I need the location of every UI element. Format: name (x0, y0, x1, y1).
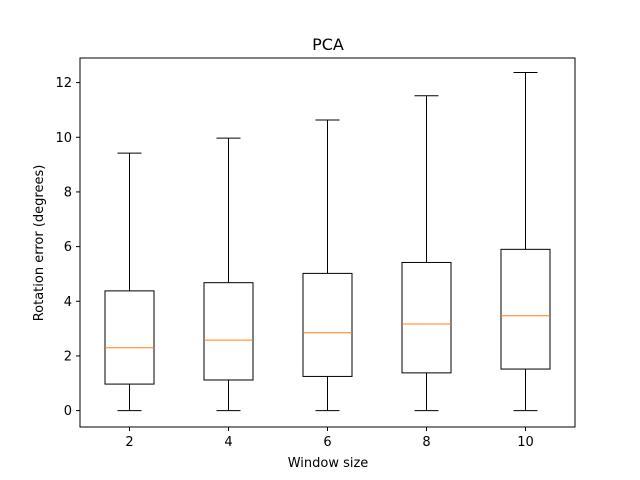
x-axis-label: Window size (288, 456, 369, 471)
x-tick-label-4: 4 (224, 435, 232, 450)
box-window-6-body (302, 272, 353, 377)
y-tick-label-10: 10 (55, 131, 72, 146)
x-tick-label-8: 8 (422, 435, 430, 450)
y-tick-label-0: 0 (64, 404, 72, 419)
y-tick-label-6: 6 (64, 240, 72, 255)
y-axis-label: Rotation error (degrees) (32, 165, 47, 322)
y-tick-label-12: 12 (55, 76, 72, 91)
box-window-10-body (500, 248, 551, 370)
y-tick-label-2: 2 (64, 349, 72, 364)
y-tick-label-8: 8 (64, 185, 72, 200)
box-window-8-body (401, 261, 452, 374)
y-tick-label-4: 4 (64, 295, 72, 310)
x-tick-label-10: 10 (517, 435, 534, 450)
plot-area: 0 2 4 6 8 10 12 2 4 6 8 10 (55, 57, 576, 450)
x-tick-label-6: 6 (323, 435, 331, 450)
chart-title: PCA (312, 35, 344, 54)
x-tick-label-2: 2 (125, 435, 133, 450)
box-window-2-body (104, 290, 155, 385)
box-window-4-body (203, 282, 254, 381)
